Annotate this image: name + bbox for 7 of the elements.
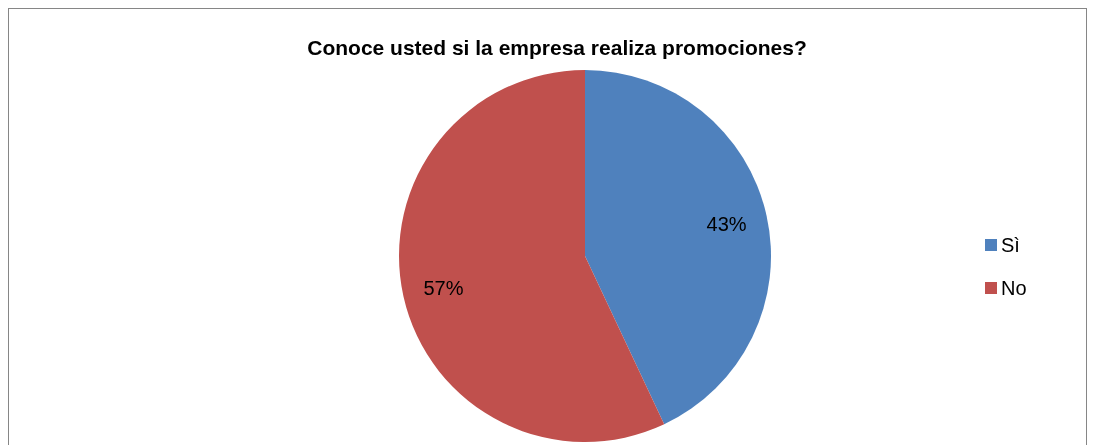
data-label: 57% [423,276,464,299]
legend-label: No [1001,277,1027,299]
pie-slice [585,70,771,425]
chart-title: Conoce usted si la empresa realiza promociones? [307,36,807,59]
legend-label: Sì [1001,234,1020,256]
pie-slice [399,70,665,442]
data-label: 43% [706,213,747,236]
